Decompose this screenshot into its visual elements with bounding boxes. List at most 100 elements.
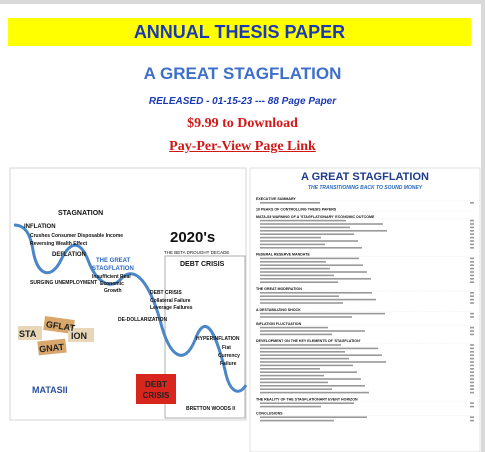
toc-page-number: [470, 392, 474, 394]
toc-heading: THE REALITY OF THE STAGFLATIONARY EVENT …: [256, 397, 358, 401]
toc-page-number: [470, 247, 474, 249]
label: Currency: [218, 353, 240, 359]
toc-entry: [260, 371, 357, 373]
toc-page-number: [470, 220, 474, 222]
toc-page-number: [470, 368, 474, 370]
toc-entry: [260, 227, 350, 229]
toc-entry: [260, 233, 354, 235]
toc-page-number: [470, 261, 474, 263]
toc-heading: FEDERAL RESERVE MANDATE: [256, 253, 310, 257]
toc-entry: [260, 416, 367, 418]
toc-entry: [260, 365, 353, 367]
logo: MATASII: [32, 385, 68, 395]
toc-page-number: [470, 365, 474, 367]
toc-heading: INFLATION FLUCTUATION: [256, 322, 302, 326]
label: Reversing Wealth Effect: [30, 241, 87, 247]
toc-page-number: [470, 292, 474, 294]
toc-entry: [260, 354, 382, 356]
toc-page-number: [470, 316, 474, 318]
toc-page-number: [470, 268, 474, 270]
toc-entry: [260, 230, 387, 232]
label: Leverage Failures: [150, 305, 193, 311]
toc-entry: [260, 220, 346, 222]
toc-heading: THE GREAT MODERATION: [256, 287, 302, 291]
toc-subtitle: THE TRANSITIONING BACK TO SOUND MONEY: [308, 185, 423, 191]
toc-page-number: [470, 264, 474, 266]
toc-page-number: [470, 258, 474, 260]
toc-page-number: [470, 295, 474, 297]
toc-heading: A DESTABILIZING SHOCK: [256, 308, 301, 312]
toc-page-number: [470, 244, 474, 246]
toc-page-number: [470, 278, 474, 280]
toc-entry: [260, 402, 354, 404]
toc-entry: [260, 264, 363, 266]
toc-page-number: [470, 202, 474, 204]
cover-images: STAGNATION INFLATION Crushes Consumer Di…: [0, 0, 485, 452]
toc-page-number: [470, 281, 474, 283]
toc-heading: DEVELOPMENT ON THE KEY ELEMENTS OF 'STAG…: [256, 339, 361, 343]
toc-page-number: [470, 230, 474, 232]
toc-entry: [260, 351, 345, 353]
toc-page-number: [470, 227, 474, 229]
toc-page-number: [470, 382, 474, 384]
toc-page-number: [470, 354, 474, 356]
toc-page-number: [470, 240, 474, 242]
toc-page-number: [470, 327, 474, 329]
toc-entry: [260, 275, 334, 277]
label: DEBT CRISIS: [180, 261, 225, 268]
toc-page-number: [470, 361, 474, 363]
label: Failure: [220, 361, 237, 367]
label: HYPERINFLATION: [196, 336, 240, 342]
toc-page-number: [470, 299, 474, 301]
toc-page-number: [470, 223, 474, 225]
toc-entry: [260, 358, 349, 360]
toc-page-number: [470, 348, 474, 350]
label: THE BETA DROUGHT DECADE: [164, 250, 229, 255]
toc-page-number: [470, 371, 474, 373]
label: INFLATION: [24, 224, 56, 230]
toc-heading: CONCLUSIONS: [256, 411, 283, 415]
page: html, body { margin: 0; padding: 0; } bo…: [0, 0, 485, 452]
toc-entry: [260, 271, 367, 273]
toc-page-number: [470, 375, 474, 377]
toc-heading: 10 PEAKS OF CONTROLLING THESIS PAPERS: [256, 208, 337, 212]
toc-page-number: [470, 416, 474, 418]
toc-entry: [260, 258, 359, 260]
toc-entry: [260, 334, 332, 336]
toc-entry: [260, 261, 326, 263]
label: DEFLATION: [52, 252, 86, 258]
label: STAGNATION: [58, 210, 103, 217]
puzzle-text: STA: [19, 329, 37, 339]
toc-page-number: [470, 233, 474, 235]
toc-entry: [260, 237, 321, 239]
label: BRETTON WOODS II: [186, 406, 236, 412]
decade: 2020's: [170, 229, 215, 246]
label: STAGFLATION: [92, 266, 134, 272]
body: {"header": {"title": "ANNUAL THESIS PAPE…: [0, 0, 485, 452]
toc-page-number: [470, 388, 474, 390]
toc-entry: [260, 420, 334, 422]
toc-entry: [260, 382, 328, 384]
toc-page-number: [470, 313, 474, 315]
toc-entry: [260, 223, 383, 225]
toc-page-number: [470, 237, 474, 239]
toc-entry: [260, 244, 325, 246]
label: Crushes Consumer Disposable Income: [30, 233, 123, 239]
label: THE GREAT: [96, 258, 131, 264]
toc-entry: [260, 202, 320, 204]
toc-page-number: [470, 302, 474, 304]
debt-box-text: CRISIS: [143, 391, 170, 400]
toc-entry: [260, 281, 338, 283]
toc-page-number: [470, 275, 474, 277]
toc-page-number: [470, 378, 474, 380]
toc-entry: [260, 299, 376, 301]
toc-page-number: [470, 358, 474, 360]
toc-heading: MATA-SII WARNING OF A 'STAGFLATIONARY' E…: [256, 215, 375, 219]
toc-entry: [260, 385, 365, 387]
label: Economic: [100, 281, 124, 287]
toc-page-number: [470, 385, 474, 387]
debt-box-text: DEBT: [145, 380, 167, 389]
toc-entry: [260, 378, 361, 380]
toc-entry: [260, 240, 358, 242]
toc-entry: [260, 368, 320, 370]
